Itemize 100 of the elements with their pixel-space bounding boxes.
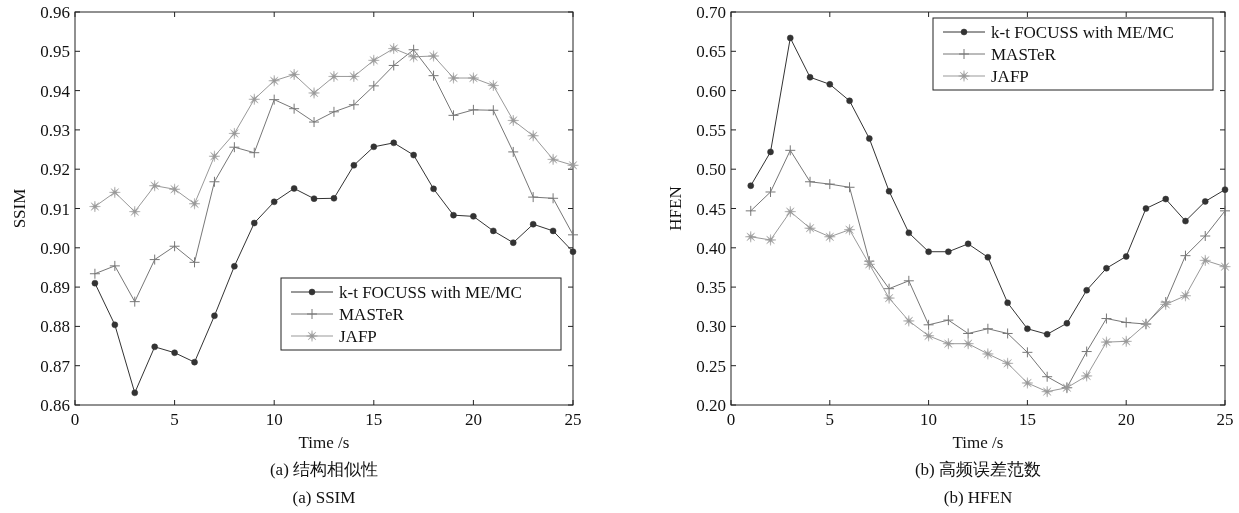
point	[1142, 205, 1150, 212]
point	[1002, 327, 1014, 339]
point	[1179, 250, 1191, 262]
text: (b) HFEN	[943, 488, 1013, 507]
point	[905, 229, 913, 237]
point	[208, 150, 221, 162]
point	[308, 116, 320, 128]
x-tick-label: 20	[1117, 410, 1135, 429]
point	[188, 198, 201, 210]
point	[487, 104, 499, 116]
point	[350, 162, 358, 169]
y-tick-label: 0.40	[696, 238, 726, 258]
point	[1083, 286, 1090, 294]
point	[450, 211, 457, 219]
point	[569, 248, 577, 255]
y-tick-label: 0.25	[696, 356, 726, 376]
point	[330, 195, 338, 202]
point	[962, 337, 974, 350]
point	[447, 72, 460, 84]
legend-label: JAFP	[991, 67, 1029, 86]
point	[982, 323, 994, 335]
point	[268, 75, 280, 87]
point	[168, 183, 181, 195]
point	[1100, 336, 1113, 348]
point	[1120, 316, 1132, 328]
point	[903, 275, 915, 287]
point	[567, 229, 579, 241]
point	[368, 54, 380, 67]
point	[747, 182, 755, 189]
point	[784, 205, 796, 218]
point	[268, 94, 280, 106]
point	[248, 147, 260, 159]
point	[547, 153, 559, 166]
point	[903, 315, 915, 327]
point	[885, 187, 893, 195]
y-tick-label: 0.55	[696, 120, 726, 140]
x-tick-label: 5	[825, 410, 835, 429]
point	[806, 73, 814, 81]
point	[1103, 264, 1110, 272]
x-tick-label: 10	[920, 410, 938, 429]
point	[131, 389, 139, 397]
point	[507, 146, 519, 158]
x-tick-label: 25	[1216, 410, 1234, 429]
point	[490, 227, 497, 235]
point	[470, 213, 477, 220]
point	[1182, 217, 1189, 225]
point	[1199, 254, 1211, 267]
point	[1004, 299, 1011, 307]
point	[922, 330, 935, 342]
x-tick-label: 10	[265, 410, 283, 429]
point	[290, 185, 298, 192]
point	[846, 97, 853, 105]
point	[228, 127, 241, 140]
y-axis-title: SSIM	[10, 188, 29, 229]
point	[228, 141, 240, 153]
point	[231, 263, 238, 270]
point	[328, 106, 340, 118]
point	[883, 292, 895, 304]
point	[1120, 335, 1132, 348]
point	[923, 319, 935, 331]
point	[89, 200, 101, 213]
legend-label: MASTeR	[991, 45, 1057, 64]
point	[308, 87, 320, 99]
point	[824, 178, 836, 190]
point	[826, 81, 834, 88]
point	[1001, 357, 1014, 370]
point	[1199, 230, 1211, 242]
point	[109, 260, 121, 272]
point	[883, 283, 895, 295]
point	[1080, 370, 1093, 382]
point	[527, 130, 539, 142]
point	[1122, 253, 1130, 260]
x-tick-label: 25	[564, 410, 582, 429]
x-tick-label: 20	[464, 410, 482, 429]
y-tick-label: 0.70	[696, 3, 726, 22]
point	[1201, 198, 1209, 205]
legend-label: k-t FOCUSS with ME/MC	[991, 23, 1174, 42]
point	[764, 234, 777, 246]
point	[1219, 205, 1231, 217]
text: (a) 结构相似性	[269, 460, 379, 479]
point	[191, 358, 198, 366]
point	[89, 268, 101, 280]
point	[388, 42, 400, 55]
x-tick-label: 15	[1018, 410, 1036, 429]
point	[962, 327, 974, 339]
point	[390, 139, 397, 147]
x-tick-label: 5	[170, 410, 179, 429]
y-tick-label: 0.89	[40, 278, 70, 298]
point	[149, 254, 161, 266]
x-tick-label: 0	[70, 410, 80, 429]
point	[171, 349, 178, 356]
text: (b) 高频误差范数	[914, 460, 1042, 479]
point	[487, 79, 500, 92]
point	[507, 114, 519, 127]
x-tick-label: 0	[726, 410, 736, 429]
point	[348, 70, 360, 83]
legend-label: JAFP	[339, 327, 377, 346]
point	[251, 219, 258, 227]
point	[824, 231, 836, 243]
legend-label: k-t FOCUSS with ME/MC	[339, 283, 522, 302]
